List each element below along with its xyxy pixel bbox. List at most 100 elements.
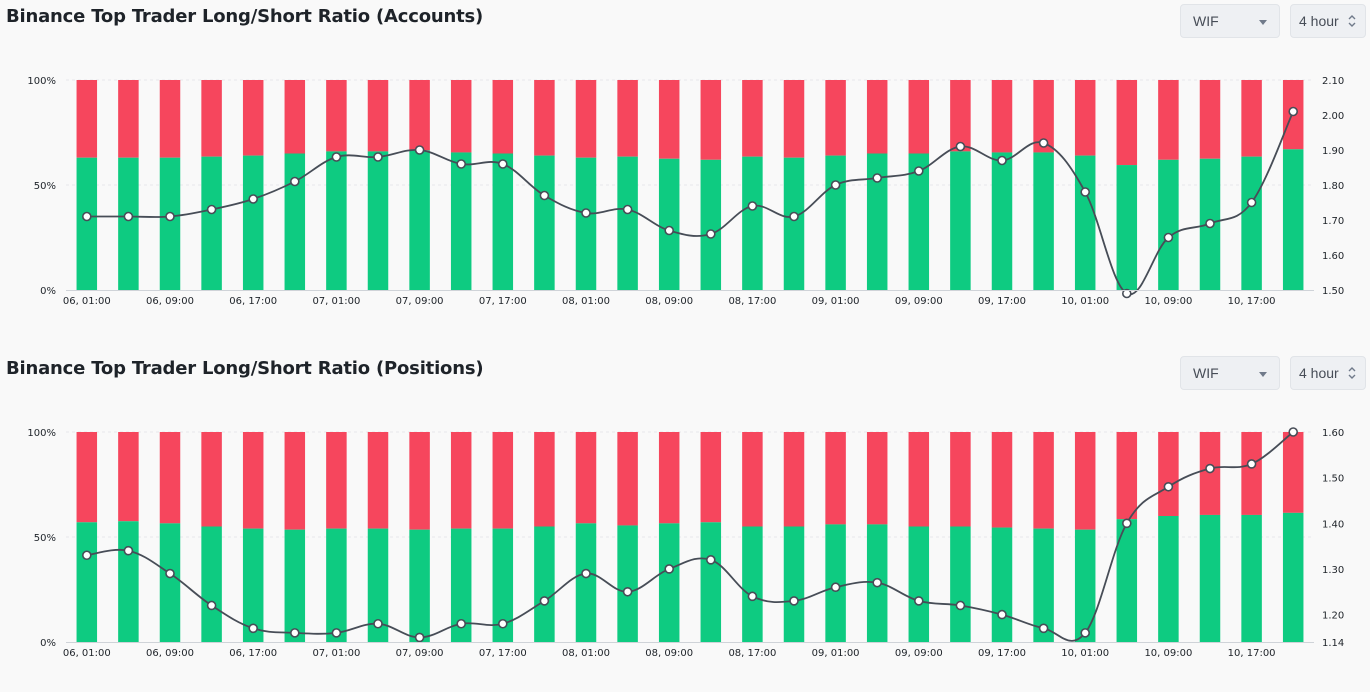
long-bar[interactable]	[159, 157, 181, 290]
long-bar[interactable]	[575, 157, 597, 290]
long-bar[interactable]	[908, 153, 930, 291]
long-bar[interactable]	[492, 528, 514, 642]
long-bar[interactable]	[617, 525, 638, 642]
ratio-point[interactable]	[955, 600, 966, 611]
short-bar[interactable]	[658, 432, 680, 524]
ratio-point[interactable]	[789, 596, 799, 606]
long-bar[interactable]	[201, 526, 222, 643]
long-bar[interactable]	[1074, 529, 1096, 642]
short-bar[interactable]	[409, 432, 430, 530]
long-bar[interactable]	[908, 526, 930, 643]
ratio-point[interactable]	[913, 166, 924, 176]
short-bar[interactable]	[284, 432, 306, 530]
ratio-point[interactable]	[206, 600, 217, 611]
ratio-point[interactable]	[1288, 106, 1298, 117]
short-bar[interactable]	[450, 432, 472, 529]
long-bar[interactable]	[742, 156, 763, 290]
long-bar[interactable]	[1282, 149, 1304, 290]
short-bar[interactable]	[700, 432, 722, 523]
long-bar[interactable]	[1116, 519, 1138, 642]
long-bar[interactable]	[1199, 514, 1221, 642]
long-bar[interactable]	[1033, 152, 1054, 290]
long-bar[interactable]	[284, 153, 306, 291]
ratio-point[interactable]	[622, 586, 633, 597]
short-bar[interactable]	[1158, 432, 1179, 516]
short-bar[interactable]	[1074, 80, 1096, 156]
ratio-point[interactable]	[872, 577, 883, 588]
short-bar[interactable]	[617, 80, 638, 157]
ratio-point[interactable]	[789, 211, 799, 222]
short-bar[interactable]	[534, 432, 555, 527]
long-bar[interactable]	[950, 526, 971, 643]
ratio-point[interactable]	[747, 201, 758, 211]
short-bar[interactable]	[367, 432, 389, 529]
ratio-point[interactable]	[456, 618, 467, 629]
short-bar[interactable]	[700, 80, 722, 160]
ratio-point[interactable]	[331, 152, 342, 162]
long-bar[interactable]	[866, 153, 888, 291]
short-bar[interactable]	[1241, 80, 1262, 157]
ratio-point[interactable]	[456, 159, 467, 169]
ratio-point[interactable]	[206, 204, 217, 215]
ratio-point[interactable]	[830, 180, 841, 190]
long-bar[interactable]	[76, 157, 98, 290]
short-bar[interactable]	[492, 80, 514, 154]
ratio-point[interactable]	[82, 211, 92, 222]
long-bar[interactable]	[409, 150, 430, 290]
ratio-point[interactable]	[414, 632, 425, 643]
ratio-point[interactable]	[123, 545, 134, 556]
long-bar[interactable]	[326, 151, 347, 290]
ratio-point[interactable]	[622, 204, 633, 215]
ratio-point[interactable]	[872, 173, 883, 183]
short-bar[interactable]	[950, 80, 971, 152]
short-bar[interactable]	[1282, 432, 1304, 513]
short-bar[interactable]	[575, 80, 597, 158]
short-bar[interactable]	[1241, 432, 1262, 515]
ratio-point[interactable]	[664, 564, 675, 574]
short-bar[interactable]	[1158, 80, 1179, 160]
short-bar[interactable]	[76, 80, 98, 158]
ratio-point[interactable]	[165, 211, 175, 222]
long-bar[interactable]	[409, 529, 430, 642]
short-bar[interactable]	[866, 432, 888, 525]
ratio-point[interactable]	[165, 568, 175, 579]
long-bar[interactable]	[201, 156, 222, 290]
ratio-point[interactable]	[1163, 481, 1174, 492]
short-bar[interactable]	[742, 80, 763, 157]
ratio-point[interactable]	[997, 155, 1007, 166]
long-bar[interactable]	[118, 521, 139, 642]
symbol-select[interactable]: WIF	[1180, 356, 1280, 390]
short-bar[interactable]	[409, 80, 430, 151]
ratio-point[interactable]	[82, 550, 92, 561]
long-bar[interactable]	[1241, 514, 1262, 642]
long-bar[interactable]	[367, 151, 389, 290]
long-bar[interactable]	[700, 522, 722, 642]
long-bar[interactable]	[617, 156, 638, 290]
short-bar[interactable]	[201, 432, 222, 527]
short-bar[interactable]	[783, 80, 805, 158]
long-bar[interactable]	[825, 155, 846, 290]
short-bar[interactable]	[658, 80, 680, 159]
long-bar[interactable]	[534, 526, 555, 643]
ratio-point[interactable]	[1246, 197, 1257, 208]
short-bar[interactable]	[76, 432, 98, 523]
short-bar[interactable]	[1116, 80, 1138, 166]
ratio-point[interactable]	[997, 609, 1007, 620]
short-bar[interactable]	[201, 80, 222, 157]
short-bar[interactable]	[742, 432, 763, 527]
ratio-point[interactable]	[1205, 463, 1215, 474]
short-bar[interactable]	[1116, 432, 1138, 520]
ratio-point[interactable]	[373, 618, 383, 629]
interval-select[interactable]: 4 hour	[1290, 4, 1366, 38]
ratio-point[interactable]	[248, 623, 258, 634]
short-bar[interactable]	[284, 80, 306, 154]
symbol-select[interactable]: WIF	[1180, 4, 1280, 38]
ratio-point[interactable]	[581, 568, 591, 579]
long-bar[interactable]	[284, 529, 306, 642]
short-bar[interactable]	[118, 432, 139, 522]
long-bar[interactable]	[492, 153, 514, 291]
long-bar[interactable]	[1033, 528, 1054, 642]
ratio-point[interactable]	[1163, 232, 1174, 243]
ratio-point[interactable]	[705, 229, 716, 239]
long-bar[interactable]	[575, 523, 597, 642]
